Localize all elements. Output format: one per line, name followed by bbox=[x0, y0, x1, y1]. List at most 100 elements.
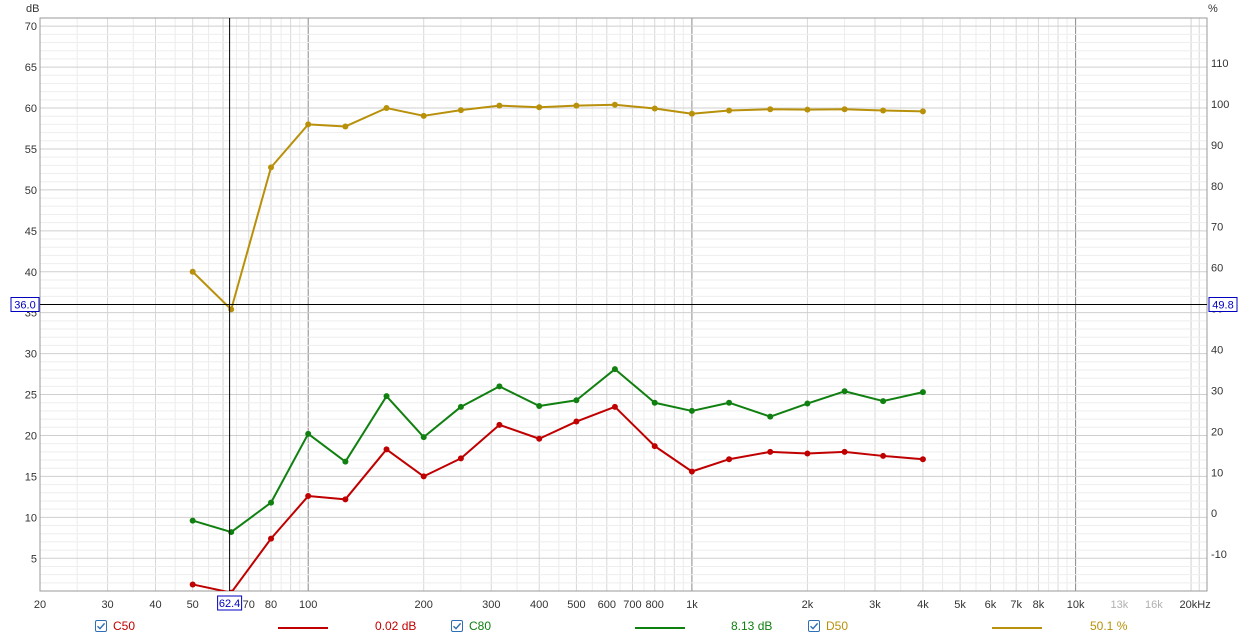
x-tick-label: 70 bbox=[243, 599, 255, 611]
y-left-tick-label: 10 bbox=[25, 512, 37, 524]
data-point-c50 bbox=[457, 455, 464, 462]
x-tick-label: 700 bbox=[623, 599, 641, 611]
x-tick-label: 13k bbox=[1110, 599, 1128, 611]
data-point-d50 bbox=[688, 110, 695, 117]
data-point-c50 bbox=[189, 581, 196, 588]
data-point-c50 bbox=[305, 493, 312, 500]
y-left-tick-label: 25 bbox=[25, 390, 37, 402]
y-right-tick-label: 40 bbox=[1211, 345, 1223, 357]
data-point-c50 bbox=[841, 448, 848, 455]
data-point-c50 bbox=[228, 589, 234, 591]
legend-line-c80 bbox=[635, 627, 685, 629]
checkbox-c50[interactable] bbox=[95, 620, 107, 632]
x-tick-label: 600 bbox=[598, 599, 616, 611]
legend-item-c80[interactable]: C80 bbox=[451, 619, 491, 633]
y-right-tick-label: 60 bbox=[1211, 263, 1223, 275]
x-tick-label: 5k bbox=[954, 599, 966, 611]
legend-value-c50: 0.02 dB bbox=[375, 619, 417, 633]
data-point-c80 bbox=[573, 397, 580, 404]
data-point-c50 bbox=[688, 468, 695, 475]
y-right-tick-label: -10 bbox=[1211, 549, 1227, 561]
y-left-unit: dB bbox=[26, 3, 39, 15]
data-point-c80 bbox=[611, 366, 618, 373]
checkbox-c80[interactable] bbox=[451, 620, 463, 632]
data-point-c80 bbox=[457, 403, 464, 410]
data-point-c80 bbox=[651, 399, 658, 406]
data-point-d50 bbox=[611, 101, 618, 108]
data-point-d50 bbox=[536, 104, 543, 111]
data-point-c80 bbox=[767, 413, 774, 420]
data-point-d50 bbox=[841, 106, 848, 113]
legend-item-d50[interactable]: D50 bbox=[808, 619, 848, 633]
cursor-x-label: 62.4 bbox=[219, 598, 240, 610]
series-layer bbox=[189, 101, 926, 591]
x-tick-label: 3k bbox=[869, 599, 881, 611]
data-point-c80 bbox=[804, 400, 811, 407]
x-tick-label: 30 bbox=[101, 599, 113, 611]
data-point-c50 bbox=[536, 435, 543, 442]
data-point-c80 bbox=[342, 458, 349, 465]
x-tick-label: 200 bbox=[415, 599, 433, 611]
x-tick-label: 4k bbox=[917, 599, 929, 611]
data-point-c50 bbox=[726, 456, 733, 463]
y-right-tick-label: 30 bbox=[1211, 385, 1223, 397]
x-tick-label: 400 bbox=[530, 599, 548, 611]
x-tick-label: 50 bbox=[187, 599, 199, 611]
legend-value-d50: 50.1 % bbox=[1090, 619, 1128, 633]
y-right-tick-label: 0 bbox=[1211, 508, 1217, 520]
y-left-tick-label: 40 bbox=[25, 267, 37, 279]
y-right-tick-label: 110 bbox=[1211, 58, 1229, 70]
data-point-d50 bbox=[804, 106, 811, 113]
data-point-d50 bbox=[457, 107, 464, 114]
series-line-d50 bbox=[191, 103, 923, 311]
data-point-d50 bbox=[573, 102, 580, 109]
y-left-tick-label: 30 bbox=[25, 349, 37, 361]
data-point-d50 bbox=[919, 108, 926, 115]
data-point-c80 bbox=[536, 403, 543, 410]
cursor-y-right-label-box bbox=[1208, 297, 1238, 312]
legend-label-d50: D50 bbox=[826, 619, 849, 633]
x-tick-label: 8k bbox=[1033, 599, 1045, 611]
data-point-d50 bbox=[342, 123, 349, 130]
series-c50 bbox=[189, 403, 926, 591]
y-right-unit: % bbox=[1208, 3, 1218, 15]
legend-line-d50 bbox=[992, 627, 1042, 629]
data-point-d50 bbox=[651, 105, 658, 112]
cursor-y-left-label: 36.0 bbox=[14, 300, 35, 312]
data-point-c50 bbox=[496, 421, 503, 428]
data-point-d50 bbox=[880, 107, 887, 114]
x-tick-label: 10k bbox=[1067, 599, 1085, 611]
series-d50 bbox=[189, 101, 926, 313]
x-tick-label: 80 bbox=[265, 599, 277, 611]
data-point-c80 bbox=[841, 388, 848, 395]
data-point-d50 bbox=[420, 112, 427, 119]
x-tick-label: 100 bbox=[299, 599, 317, 611]
data-point-c80 bbox=[189, 517, 196, 524]
data-point-c80 bbox=[880, 398, 887, 405]
x-tick-label: 20kHz bbox=[1180, 599, 1211, 611]
y-right-tick-label: 20 bbox=[1211, 426, 1223, 438]
data-point-c80 bbox=[726, 399, 733, 406]
x-tick-label: 1k bbox=[686, 599, 698, 611]
legend-item-c50[interactable]: C50 bbox=[95, 619, 135, 633]
data-point-c50 bbox=[268, 535, 275, 542]
data-point-c80 bbox=[383, 393, 390, 400]
data-point-c80 bbox=[305, 430, 312, 437]
x-tick-label: 2k bbox=[802, 599, 814, 611]
acoustic-chart[interactable]: 20 30 40 50 70 80 100 200 300 400 500 600 700 800 1k 2k… bbox=[0, 0, 1249, 617]
cursor-x-label-box bbox=[217, 595, 243, 611]
data-point-c80 bbox=[420, 434, 427, 441]
y-left-tick-label: 5 bbox=[31, 553, 37, 565]
data-point-d50 bbox=[305, 121, 312, 128]
y-left-tick-label: 15 bbox=[25, 471, 37, 483]
y-left-tick-label: 70 bbox=[25, 21, 37, 33]
data-point-d50 bbox=[268, 164, 275, 171]
data-point-c80 bbox=[268, 499, 275, 506]
data-point-d50 bbox=[496, 102, 503, 109]
y-right-tick-label: 10 bbox=[1211, 467, 1223, 479]
data-point-c50 bbox=[383, 446, 390, 453]
checkbox-d50[interactable] bbox=[808, 620, 820, 632]
cursor[interactable]: 62.4 36.0 49.8 bbox=[10, 18, 1238, 611]
x-tick-label: 16k bbox=[1145, 599, 1163, 611]
legend: C50 0.02 dB C80 8.13 dB D50 50.1 % bbox=[0, 617, 1249, 639]
